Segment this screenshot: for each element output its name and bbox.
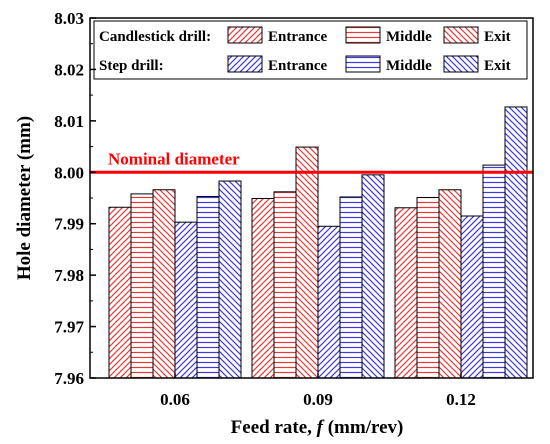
bar-step-middle-0.12 <box>482 164 506 379</box>
legend-swatch-candlestick-exit <box>443 26 479 44</box>
legend-item-label: Entrance <box>268 29 328 45</box>
bar-step-middle-0.09 <box>339 196 363 379</box>
bar-candlestick-exit-0.09 <box>295 146 319 379</box>
x-axis-title-symbol: f <box>317 417 325 438</box>
bar-candlestick-middle-0.09 <box>273 191 297 379</box>
bar-step-exit-0.06 <box>218 180 242 379</box>
x-tick-label: 0.09 <box>303 390 333 409</box>
bar-step-exit-0.12 <box>504 106 528 379</box>
x-axis-title-suffix: (mm/rev) <box>323 417 403 438</box>
bar-candlestick-middle-0.06 <box>130 193 154 379</box>
bar-step-entrance-0.09 <box>317 225 341 379</box>
y-tick-label: 8.00 <box>54 163 84 182</box>
y-tick-label: 8.01 <box>54 112 84 131</box>
legend-group-label: Candlestick drill: <box>99 29 211 45</box>
bar-candlestick-entrance-0.12 <box>394 207 418 379</box>
legend-group-label: Step drill: <box>99 58 164 74</box>
y-tick-label: 8.02 <box>54 60 84 79</box>
reference-line-layer: Nominal diameter <box>90 149 533 174</box>
bar-candlestick-entrance-0.09 <box>251 198 275 379</box>
legend-item-label: Exit <box>484 29 511 45</box>
axes-layer: 7.96 7.97 7.98 7.99 8.00 8.01 8.02 8.03 0.06 0.09… <box>54 9 534 409</box>
legend-item-label: Exit <box>484 58 511 74</box>
x-tick-label: 0.06 <box>160 390 190 409</box>
bar-candlestick-exit-0.12 <box>438 189 462 379</box>
legend-item-label: Entrance <box>268 58 328 74</box>
legend-swatch-candlestick-entrance <box>227 26 263 44</box>
legend-swatch-step-entrance <box>227 55 263 73</box>
legend-swatch-candlestick-middle <box>345 26 381 44</box>
legend-item-label: Middle <box>386 29 432 45</box>
bar-step-exit-0.09 <box>361 174 385 379</box>
x-axis-title: Feed rate, f (mm/rev) <box>231 417 404 438</box>
x-tick-label: 0.12 <box>446 390 476 409</box>
y-tick-label: 8.03 <box>54 9 84 28</box>
y-tick-label: 7.96 <box>54 369 84 388</box>
nominal-diameter-label: Nominal diameter <box>108 149 240 168</box>
legend-swatch-step-middle <box>345 55 381 73</box>
legend: Candlestick drill: Step drill: Entrance Mid… <box>93 20 528 80</box>
bar-candlestick-entrance-0.06 <box>108 206 132 379</box>
y-tick-label: 7.99 <box>54 215 84 234</box>
bar-candlestick-middle-0.12 <box>416 196 440 379</box>
y-tick-label: 7.98 <box>54 266 84 285</box>
bar-candlestick-exit-0.06 <box>152 189 176 379</box>
bar-step-middle-0.06 <box>196 195 220 379</box>
bars-layer <box>108 106 528 379</box>
y-tick-label: 7.97 <box>54 318 84 337</box>
y-axis-title: Hole diameter (mm) <box>14 116 35 280</box>
legend-swatch-step-exit <box>443 55 479 73</box>
x-axis-title-prefix: Feed rate, <box>231 417 317 438</box>
legend-item-label: Middle <box>386 58 432 74</box>
bar-step-entrance-0.06 <box>174 221 198 379</box>
bar-step-entrance-0.12 <box>460 215 484 379</box>
